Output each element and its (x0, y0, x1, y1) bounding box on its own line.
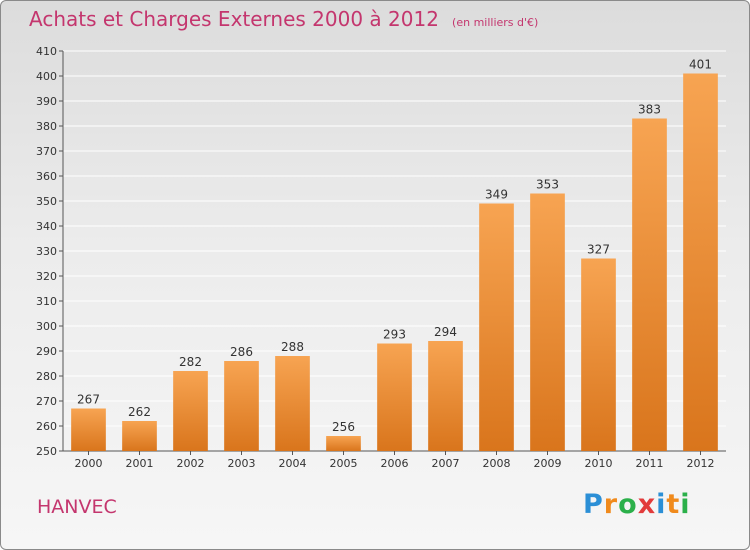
bar (428, 341, 463, 451)
bar-value-label: 282 (179, 355, 202, 369)
x-tick-label: 2005 (330, 457, 358, 470)
place-name: HANVEC (37, 496, 117, 518)
y-tick-label: 370 (36, 145, 57, 158)
bar (224, 361, 259, 451)
bar-value-label: 349 (485, 188, 508, 202)
bar-value-label: 294 (434, 325, 457, 339)
x-tick-label: 2007 (432, 457, 460, 470)
y-tick-label: 390 (36, 95, 57, 108)
x-tick-label: 2002 (177, 457, 205, 470)
bar (377, 343, 412, 451)
x-tick-label: 2000 (75, 457, 103, 470)
brand-letter: r (603, 489, 619, 520)
bar-value-label: 286 (230, 345, 253, 359)
bar (581, 258, 616, 451)
y-tick-label: 290 (36, 345, 57, 358)
bar (173, 371, 208, 451)
y-tick-label: 350 (36, 195, 57, 208)
x-tick-label: 2003 (228, 457, 256, 470)
bar (479, 203, 514, 451)
brand-letter: t (666, 489, 681, 520)
brand-logo: Proxiti (583, 489, 691, 520)
bar (683, 73, 718, 451)
bar-value-label: 256 (332, 420, 355, 434)
bar-value-label: 383 (638, 103, 661, 117)
y-tick-label: 380 (36, 120, 57, 133)
x-tick-label: 2001 (126, 457, 154, 470)
y-tick-label: 300 (36, 320, 57, 333)
brand-letter: o (618, 489, 638, 520)
bar (326, 436, 361, 451)
brand-letter: i (656, 489, 667, 520)
x-tick-label: 2006 (381, 457, 409, 470)
x-tick-label: 2010 (585, 457, 613, 470)
title-row: Achats et Charges Externes 2000 à 2012 (… (29, 7, 538, 31)
x-tick-label: 2008 (483, 457, 511, 470)
chart-unit: (en milliers d'€) (452, 16, 539, 29)
bar (530, 193, 565, 451)
brand-letter: i (680, 489, 691, 520)
y-tick-label: 310 (36, 295, 57, 308)
y-tick-label: 250 (36, 445, 57, 458)
y-tick-label: 330 (36, 245, 57, 258)
bar (275, 356, 310, 451)
brand-letter: x (637, 489, 657, 520)
bar (122, 421, 157, 451)
bar-value-label: 353 (536, 178, 559, 192)
bar-value-label: 288 (281, 340, 304, 354)
y-tick-label: 340 (36, 220, 57, 233)
chart-title: Achats et Charges Externes 2000 à 2012 (29, 7, 439, 31)
y-tick-label: 270 (36, 395, 57, 408)
bar-value-label: 401 (689, 58, 712, 72)
bar-value-label: 267 (77, 393, 100, 407)
bar (71, 408, 106, 451)
y-tick-label: 260 (36, 420, 57, 433)
x-tick-label: 2004 (279, 457, 307, 470)
bar-value-label: 327 (587, 243, 610, 257)
y-tick-label: 320 (36, 270, 57, 283)
bar-value-label: 262 (128, 405, 151, 419)
y-tick-label: 360 (36, 170, 57, 183)
y-tick-label: 410 (36, 45, 57, 58)
y-tick-label: 400 (36, 70, 57, 83)
x-tick-label: 2012 (687, 457, 715, 470)
x-tick-label: 2011 (636, 457, 664, 470)
brand-letter: P (583, 489, 604, 520)
bar-value-label: 293 (383, 328, 406, 342)
bar (632, 118, 667, 451)
y-tick-label: 280 (36, 370, 57, 383)
x-tick-label: 2009 (534, 457, 562, 470)
